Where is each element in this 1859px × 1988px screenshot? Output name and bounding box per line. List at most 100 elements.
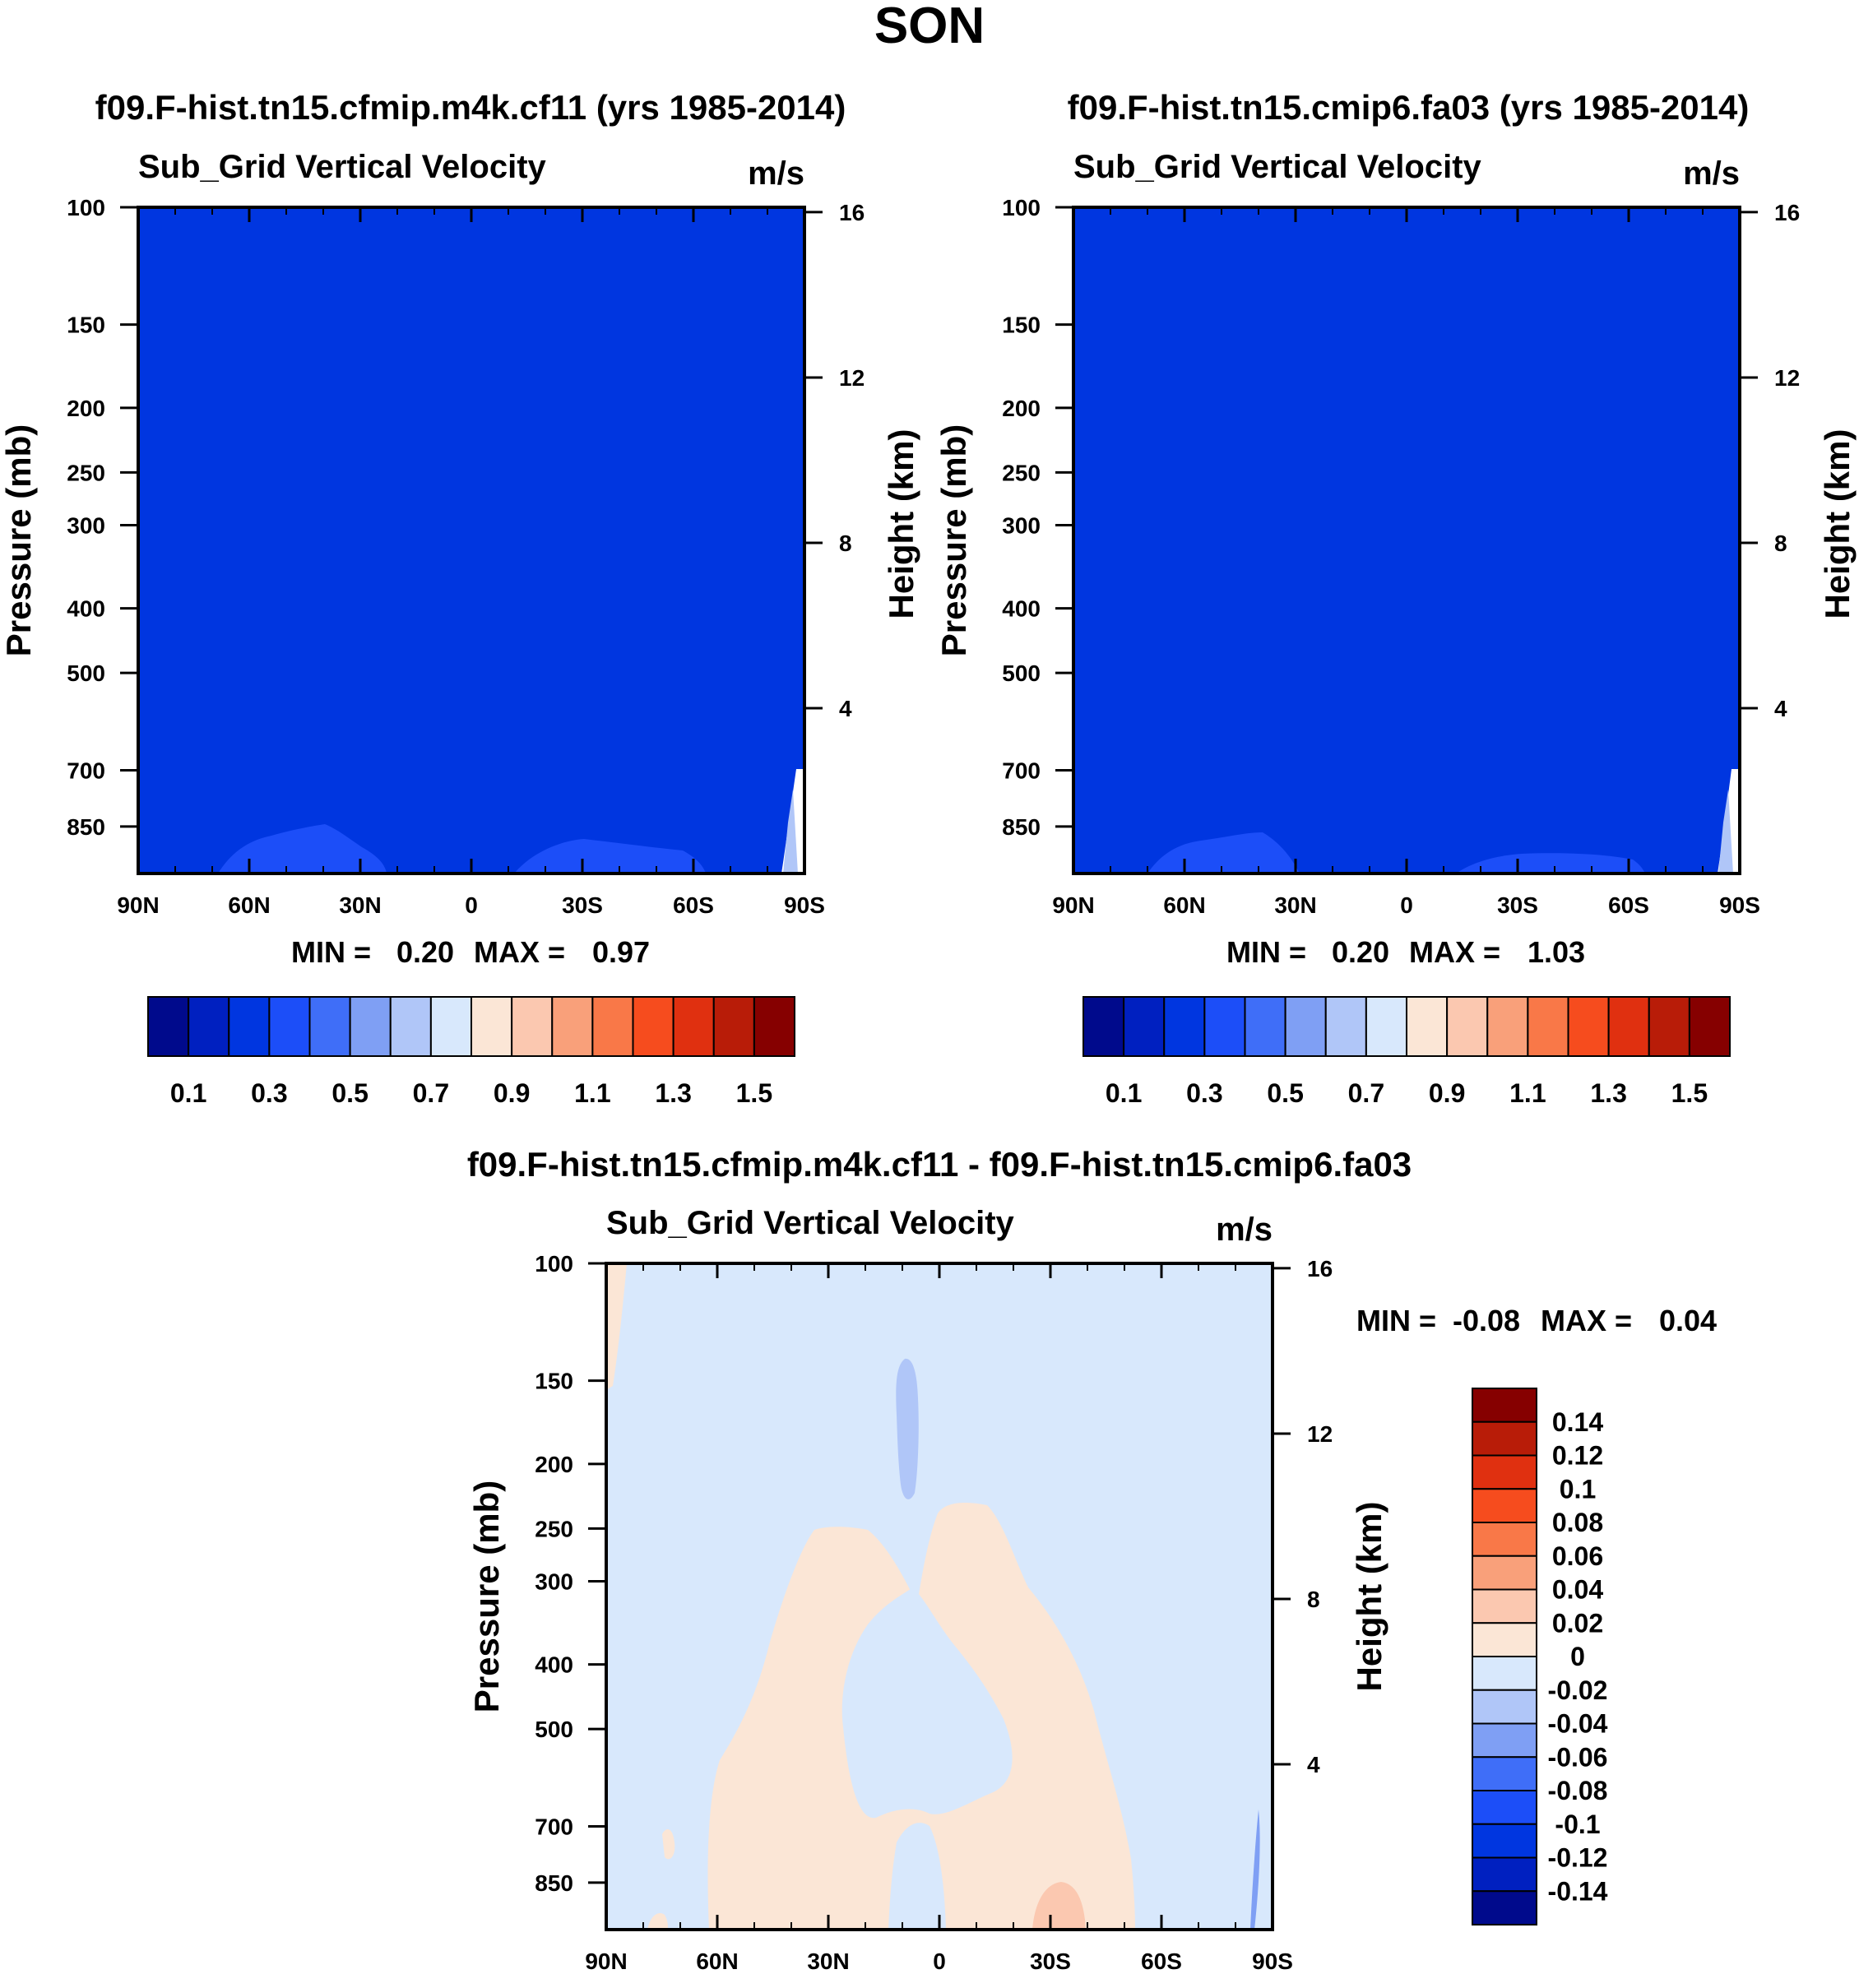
panel-2-colorbar-box xyxy=(1472,1488,1537,1523)
panel-2-min-label: MIN = xyxy=(1356,1304,1436,1337)
panel-0-xtick-label: 30N xyxy=(339,892,381,918)
panel-0-xtick-label: 90S xyxy=(784,892,825,918)
panel-1-colorbar-box xyxy=(1244,996,1286,1057)
panel-0-colorbar-box xyxy=(188,996,230,1057)
panel-1-colorbar-box xyxy=(1365,996,1407,1057)
panel-0-colorbar-box xyxy=(268,996,311,1057)
panel-0-colorbar-box xyxy=(672,996,715,1057)
panel-1-xtick-label: 30S xyxy=(1497,892,1538,918)
panel-2-colorbar-label: 0.02 xyxy=(1552,1608,1603,1638)
panel-0-colorbar-box xyxy=(591,996,634,1057)
panel-0-colorbar-box xyxy=(308,996,351,1057)
panel-0-ytick-right-label: 16 xyxy=(839,200,865,225)
panel-0-ytick-label: 100 xyxy=(67,195,105,220)
panel-2-subtitle: Sub_Grid Vertical Velocity xyxy=(606,1205,1015,1241)
panel-2-colorbar-label: 0.12 xyxy=(1552,1441,1603,1471)
panel-1-colorbar-box xyxy=(1406,996,1449,1057)
panel-1-colorbar-label: 0.7 xyxy=(1348,1078,1384,1108)
panel-0-colorbar-box xyxy=(712,996,755,1057)
panel-0-max-value: 0.97 xyxy=(592,935,650,969)
panel-0: f09.F-hist.tn15.cfmip.m4k.cf11 (yrs 1985… xyxy=(0,88,920,1108)
panel-0-max-label: MAX = xyxy=(474,935,565,969)
panel-2-max-value: 0.04 xyxy=(1659,1304,1717,1337)
panel-0-ytick-label: 500 xyxy=(67,660,105,686)
panel-1-ytick-label: 250 xyxy=(1002,460,1041,485)
panel-1-ylabel-right: Height (km) xyxy=(1818,429,1857,619)
panel-2-colorbar-box xyxy=(1472,1689,1537,1725)
panel-2-ytick-right-label: 16 xyxy=(1307,1256,1333,1281)
panel-1-subtitle: Sub_Grid Vertical Velocity xyxy=(1073,149,1482,185)
panel-1-colorbar-label: 0.1 xyxy=(1106,1078,1142,1108)
panel-2-ytick-right-label: 8 xyxy=(1307,1587,1320,1612)
panel-2-ytick-label: 200 xyxy=(535,1452,573,1477)
panel-2-ytick-label: 500 xyxy=(535,1717,573,1742)
panel-2-polar-negative-streak xyxy=(1250,1810,1260,1930)
panel-1-ytick-label: 150 xyxy=(1002,313,1041,338)
panel-0-colorbar-box xyxy=(753,996,795,1057)
panel-2-xtick-label: 60S xyxy=(1141,1949,1182,1974)
panel-2-ytick-right-label: 12 xyxy=(1307,1421,1333,1447)
panel-2-ytick-right-label: 4 xyxy=(1307,1752,1320,1777)
panel-2-colorbar-box xyxy=(1472,1454,1537,1490)
panel-1-ytick-label: 300 xyxy=(1002,512,1041,538)
page-title: SON xyxy=(874,0,985,54)
panel-2-colorbar-label: 0.08 xyxy=(1552,1508,1603,1537)
panel-0-colorbar-box xyxy=(632,996,675,1057)
panel-0-colorbar-box xyxy=(389,996,432,1057)
panel-2-colorbar-box xyxy=(1472,1622,1537,1657)
panel-0-xtick-label: 60S xyxy=(673,892,714,918)
panel-0-ylabel-right: Height (km) xyxy=(882,429,920,619)
panel-2-colorbar-label: -0.1 xyxy=(1555,1810,1600,1839)
panel-2-colorbar-label: 0.1 xyxy=(1560,1474,1596,1504)
panel-1-colorbar-box xyxy=(1284,996,1327,1057)
panel-0-colorbar-box xyxy=(471,996,513,1057)
panel-1-colorbar-box xyxy=(1648,996,1690,1057)
panel-2-colorbar-label: -0.04 xyxy=(1548,1709,1608,1739)
panel-0-colorbar-label: 0.9 xyxy=(494,1078,530,1108)
panel-0-ytick-label: 700 xyxy=(67,758,105,784)
panel-1-field-bg xyxy=(1073,207,1740,874)
panel-0-min-value: 0.20 xyxy=(396,935,454,969)
panel-1-colorbar-box xyxy=(1203,996,1246,1057)
panel-2-colorbar-label: 0.14 xyxy=(1552,1407,1603,1437)
panel-2-colorbar-box xyxy=(1472,1756,1537,1791)
panel-0-colorbar-label: 0.7 xyxy=(413,1078,449,1108)
panel-1-colorbar-box xyxy=(1446,996,1489,1057)
panel-1-low-band-right xyxy=(1456,853,1645,874)
panel-2-colorbar-box xyxy=(1472,1388,1537,1423)
panel-1-min-label: MIN = xyxy=(1226,935,1306,969)
panel-2-max-label: MAX = xyxy=(1541,1304,1632,1337)
panel-2-colorbar-box xyxy=(1472,1856,1537,1893)
panel-2-inner-notch xyxy=(888,1823,946,1930)
panel-1-xtick-label: 30N xyxy=(1274,892,1316,918)
panel-1-colorbar-box xyxy=(1082,996,1125,1057)
panel-1-colorbar-box xyxy=(1324,996,1367,1057)
panel-1-colorbar-label: 1.3 xyxy=(1590,1078,1626,1108)
panel-2-colorbar-label: 0 xyxy=(1570,1642,1585,1671)
panel-0-low-band-left xyxy=(218,824,387,874)
panel-0-ytick-label: 300 xyxy=(67,512,105,538)
panel-1-ytick-right-label: 16 xyxy=(1774,200,1800,225)
panel-1-colorbar-box xyxy=(1527,996,1569,1057)
panel-0-ytick-right-label: 4 xyxy=(839,696,852,721)
panel-1-ytick-right-label: 4 xyxy=(1774,696,1787,721)
panel-0-polar-edge-shade xyxy=(783,790,798,874)
panel-0-colorbar-label: 0.5 xyxy=(331,1078,368,1108)
panel-2-colorbar-box xyxy=(1472,1522,1537,1557)
panel-2-xtick-label: 0 xyxy=(933,1949,946,1974)
panel-1-colorbar-label: 0.3 xyxy=(1186,1078,1222,1108)
panel-1-ytick-label: 700 xyxy=(1002,758,1041,784)
panel-1-colorbar-label: 0.5 xyxy=(1267,1078,1303,1108)
panel-2-xtick-label: 30N xyxy=(807,1949,849,1974)
panel-2-colorbar-label: -0.02 xyxy=(1548,1675,1608,1705)
panel-0-ytick-right-label: 8 xyxy=(839,531,852,556)
panel-1-colorbar-box xyxy=(1567,996,1610,1057)
panel-2-units: m/s xyxy=(1216,1212,1273,1248)
panel-1-colorbar-label: 0.9 xyxy=(1429,1078,1465,1108)
panel-1-max-label: MAX = xyxy=(1409,935,1500,969)
panel-2-upper-negative-blob xyxy=(896,1358,919,1499)
panel-2-ytick-label: 150 xyxy=(535,1369,573,1394)
panel-1-xtick-label: 90S xyxy=(1719,892,1760,918)
panel-1-ytick-label: 850 xyxy=(1002,814,1041,840)
